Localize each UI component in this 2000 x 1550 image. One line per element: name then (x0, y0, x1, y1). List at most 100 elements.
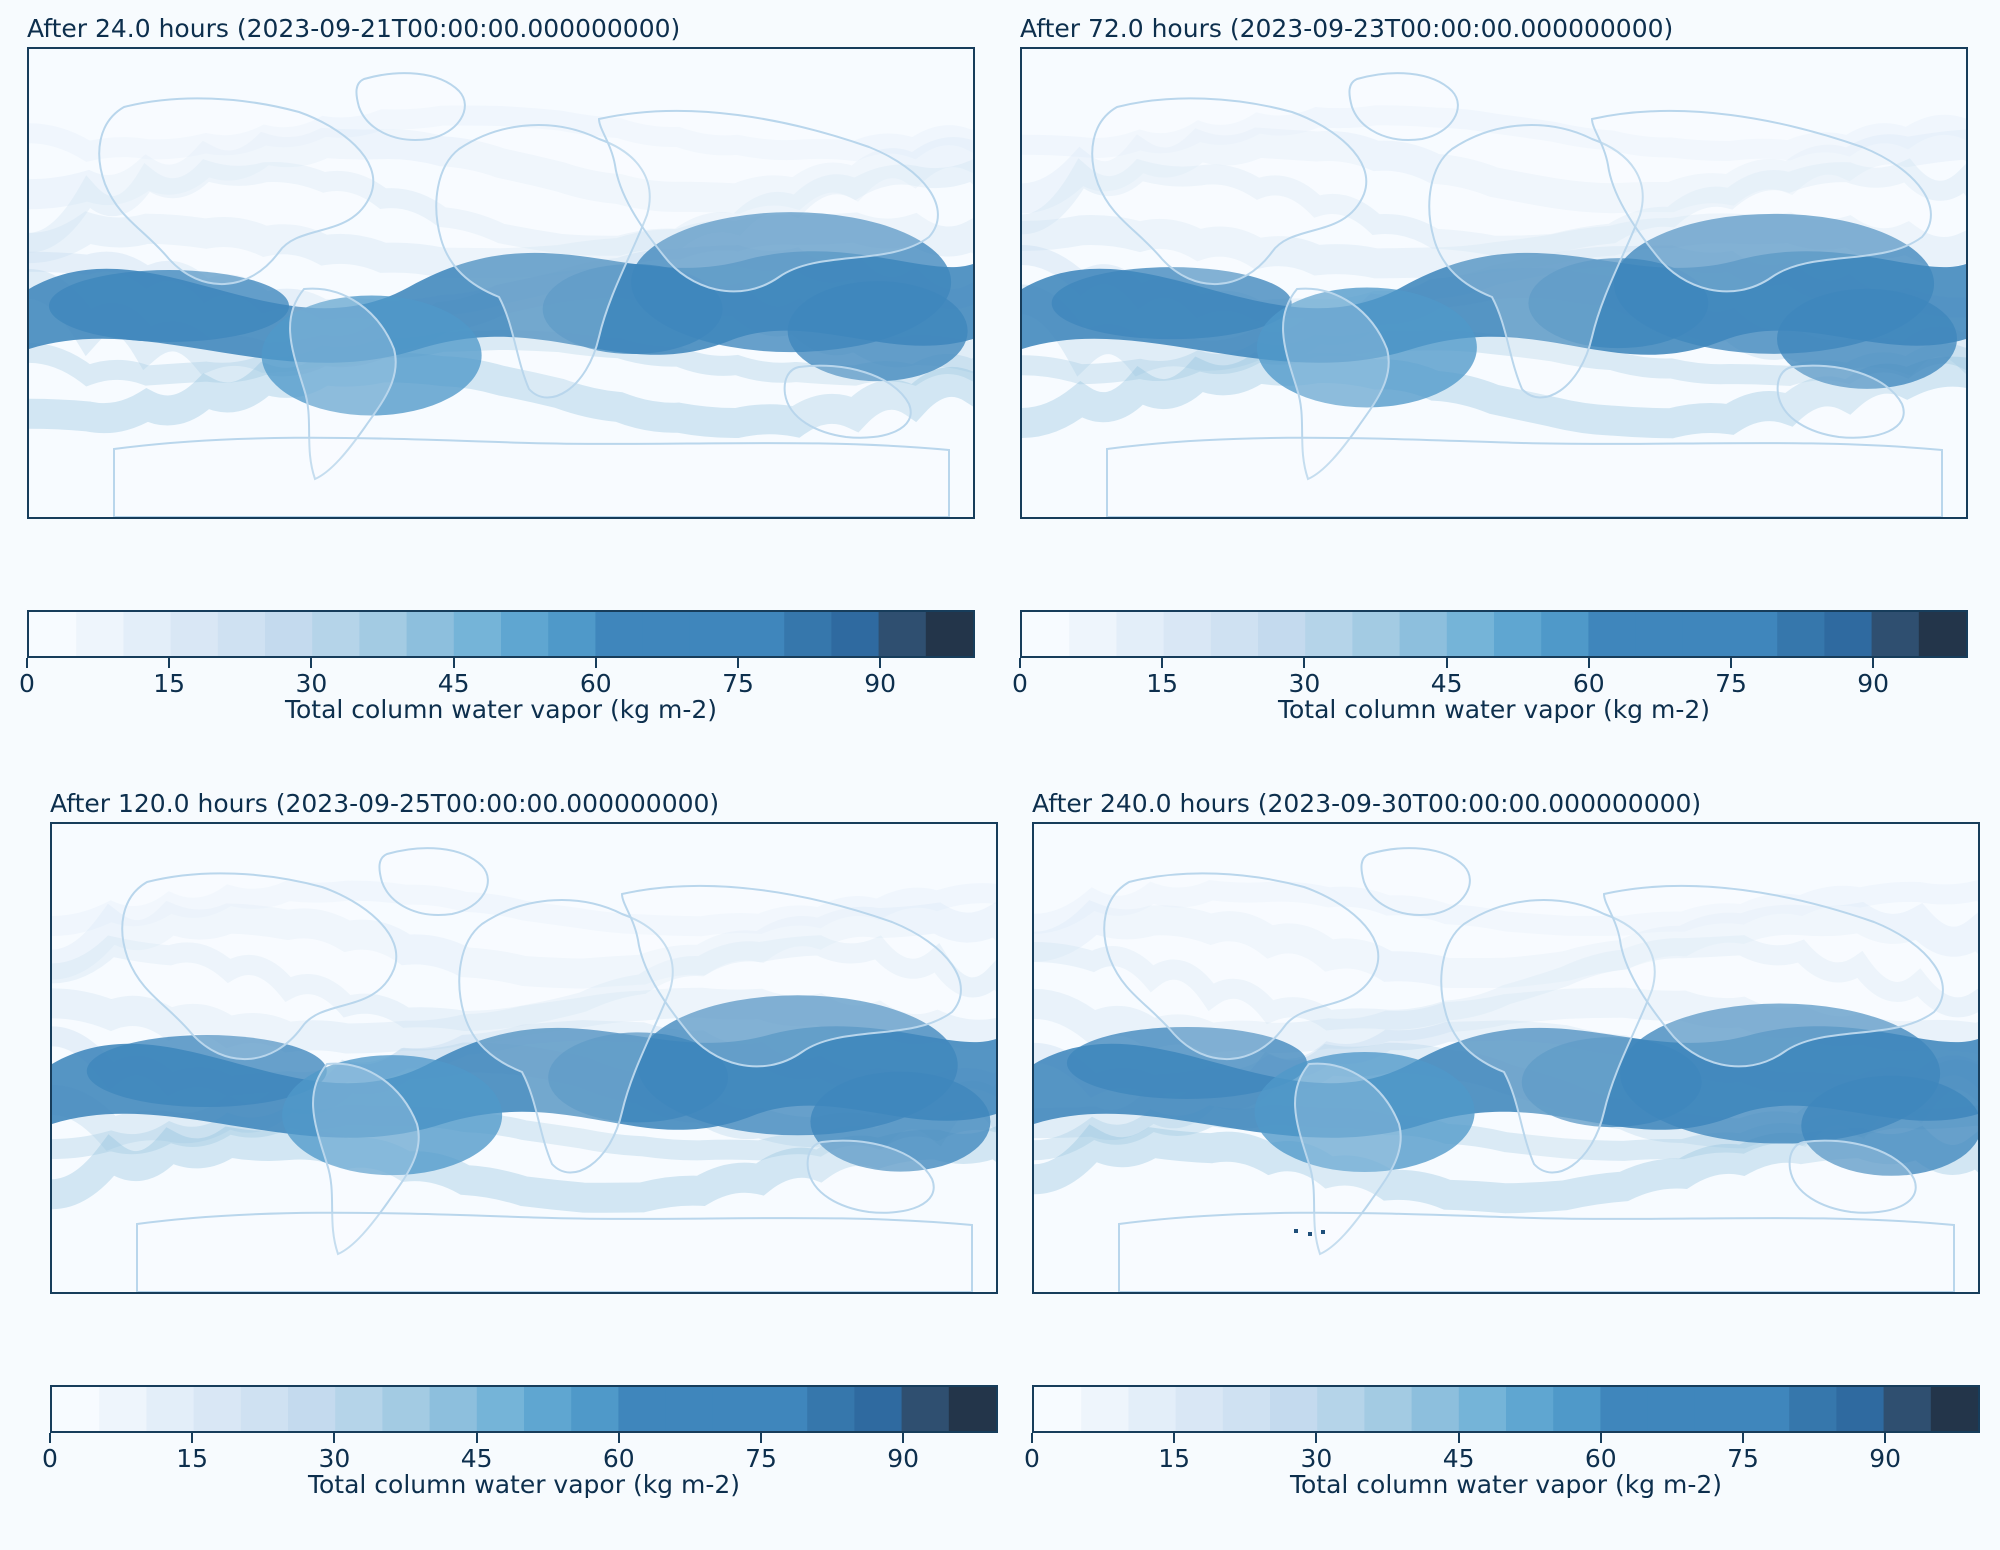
colorbar-segment (618, 1387, 667, 1431)
panel-title: After 72.0 hours (2023-09-23T00:00:00.00… (1020, 14, 1674, 43)
moisture-swirl (1022, 158, 1966, 256)
colorbar-tick-label: 15 (153, 669, 186, 698)
colorbar-segment (807, 1387, 855, 1431)
colorbar-segment (1022, 612, 1070, 656)
colorbar-ticks: 0 15 30 45 60 75 90 (1012, 658, 1968, 706)
colorbar-tick-label: 60 (1572, 669, 1605, 698)
colorbar-segment (1411, 1387, 1460, 1431)
landmass-outline (1106, 436, 1943, 517)
landmass-outline (1348, 72, 1459, 141)
colorbar-segment (1116, 612, 1165, 656)
colorbar-tick-line (168, 658, 171, 668)
high-moisture-cell (1801, 1075, 1978, 1176)
colorbar-segment (429, 1387, 478, 1431)
high-moisture-cell (1066, 1026, 1307, 1099)
colorbar-segment (1588, 612, 1637, 656)
colorbar-tick-label: 75 (722, 669, 754, 698)
colorbar-segment (359, 612, 408, 656)
landmass-outline (1282, 287, 1390, 481)
landmass-outline (1360, 847, 1471, 916)
colorbar-segment (1682, 612, 1731, 656)
colorbar-segment (1458, 1387, 1507, 1431)
colorbar-tick-label: 60 (1584, 1444, 1617, 1473)
colorbar-tick-line (49, 1433, 51, 1443)
landmass-outline (378, 847, 489, 916)
high-moisture-cell (787, 281, 968, 382)
colorbar-segment (1600, 1387, 1649, 1431)
colorbar-tick-label: 60 (579, 669, 612, 698)
colorbar-segment (1258, 612, 1306, 656)
landmass-outline (1103, 872, 1380, 1061)
moisture-swirl (52, 935, 996, 1032)
moisture-swirl (1022, 127, 1966, 214)
colorbar-tick-line (760, 1433, 762, 1443)
colorbar-ticks: 0 15 30 45 60 75 90 (1024, 1433, 1980, 1481)
map-frame (1020, 47, 1968, 519)
colorbar-segment (1918, 612, 1966, 656)
colorbar-tick-label: 75 (745, 1444, 777, 1473)
high-moisture-cell (49, 270, 289, 342)
colorbar-segment (1553, 1387, 1601, 1431)
colorbar-segment (1399, 612, 1448, 656)
colorbar-segment (901, 1387, 950, 1431)
landmass-outline (1776, 364, 1905, 439)
high-moisture-cell (1256, 287, 1477, 408)
colorbar-segment (406, 612, 455, 656)
colorbar-segment (1836, 1387, 1885, 1431)
high-moisture-cell (86, 1035, 327, 1108)
map-frame (1032, 822, 1980, 1294)
high-moisture-cell (1051, 267, 1292, 340)
colorbar-tick-line (1031, 1433, 1033, 1443)
colorbar-segment (217, 612, 266, 656)
landmass-outline (1294, 1062, 1402, 1256)
landmass-outline (1602, 884, 1944, 1068)
colorbar-tick-label: 60 (602, 1444, 635, 1473)
colorbar-tick-label: 45 (437, 669, 470, 698)
moisture-swirl (52, 880, 996, 937)
colorbar-segment (382, 1387, 431, 1431)
colorbar-gradient (29, 612, 973, 656)
moisture-swirl (29, 159, 973, 256)
colorbar-segment (476, 1387, 525, 1431)
landmass-outline (1590, 109, 1932, 293)
colorbar-segment (1824, 612, 1873, 656)
colorbar-segment (312, 612, 360, 656)
colorbar-segment (1175, 1387, 1224, 1431)
landmass-outline (1118, 1211, 1955, 1292)
colorbar-segment (99, 1387, 147, 1431)
colorbar-segment (1883, 1387, 1932, 1431)
high-moisture-cell (1777, 288, 1958, 389)
colorbar-tick-line (1742, 1433, 1744, 1443)
colorbar-tick-line (879, 658, 882, 668)
panel-title: After 24.0 hours (2023-09-21T00:00:00.00… (27, 14, 681, 43)
moisture-swirl (52, 900, 996, 989)
colorbar-segment (1270, 1387, 1318, 1431)
colorbar-segment (76, 612, 124, 656)
colorbar-tick-line (737, 658, 739, 668)
colorbar-segment (854, 1387, 903, 1431)
landmass-outline (98, 97, 375, 286)
moisture-swirl (1022, 105, 1966, 162)
high-moisture-cell (810, 1071, 991, 1172)
water-vapor-map (1034, 824, 1978, 1292)
colorbar-segment (1069, 612, 1117, 656)
moisture-swirl (29, 352, 973, 439)
colorbar-segment (1494, 612, 1542, 656)
chart-panel: After 24.0 hours (2023-09-21T00:00:00.00… (19, 14, 977, 775)
colorbar-segment (193, 1387, 242, 1431)
panel-title: After 240.0 hours (2023-09-30T00:00:00.0… (1032, 789, 1702, 818)
colorbar-segment (595, 612, 644, 656)
moisture-swirl (1034, 900, 1978, 989)
landmass-outline (1091, 97, 1368, 286)
colorbar-tick-label: 15 (176, 1444, 209, 1473)
landmass-outline (620, 884, 962, 1068)
colorbar-segment (1506, 1387, 1554, 1431)
colorbar-tick-label: 90 (864, 669, 897, 698)
colorbar-segment (878, 612, 927, 656)
landmass-outline (1440, 899, 1656, 1174)
colorbar-segment (240, 1387, 289, 1431)
colorbar-segment (453, 612, 502, 656)
colorbar-segment (1364, 1387, 1413, 1431)
antarctic-artifact (1294, 1229, 1298, 1233)
colorbar-segment (1930, 1387, 1978, 1431)
